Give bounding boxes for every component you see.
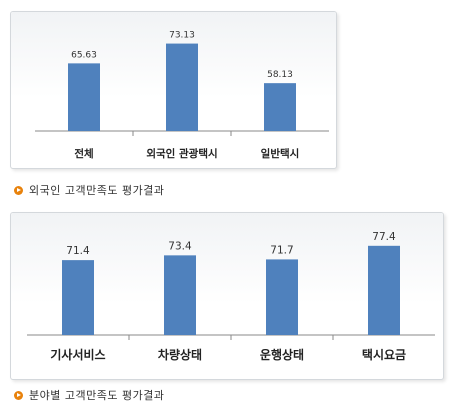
chart-caption-category-satisfaction: 분야별 고객만족도 평가결과	[14, 387, 164, 403]
bar	[164, 255, 196, 335]
orange-arrow-bullet-icon	[14, 390, 23, 400]
chart-panel-category-satisfaction: 71.4 기사서비스 73.4 차량상태 71.7 운행상태 77.4 택시요금	[10, 212, 444, 380]
bar	[266, 259, 298, 335]
chart-caption-foreign-satisfaction: 외국인 고객만족도 평가결과	[14, 182, 164, 198]
orange-arrow-bullet-icon	[14, 185, 23, 195]
category-label: 운행상태	[260, 347, 304, 362]
caption-text: 외국인 고객만족도 평가결과	[29, 184, 165, 197]
bar	[166, 43, 198, 131]
category-label: 일반택시	[261, 147, 300, 160]
bar	[264, 83, 296, 131]
category-label: 외국인 관광택시	[146, 147, 217, 160]
bar	[62, 260, 94, 335]
data-label: 71.7	[270, 244, 293, 256]
category-label: 기사서비스	[50, 347, 105, 362]
data-label: 71.4	[66, 245, 90, 257]
bar	[368, 245, 400, 335]
chart-panel-foreign-satisfaction: 65.63 전체 73.13 외국인 관광택시 58.13 일반택시	[10, 11, 337, 169]
category-label: 전체	[74, 147, 93, 160]
bar	[68, 63, 100, 131]
data-label: 77.4	[372, 231, 396, 243]
category-label: 차량상태	[158, 347, 202, 362]
data-label: 65.63	[71, 50, 97, 60]
category-label: 택시요금	[362, 347, 406, 362]
data-label: 73.4	[168, 240, 192, 252]
bar-chart-foreign-satisfaction: 65.63 전체 73.13 외국인 관광택시 58.13 일반택시	[35, 31, 329, 160]
data-label: 58.13	[267, 70, 293, 80]
data-label: 73.13	[169, 31, 195, 41]
bar-chart-category-satisfaction: 71.4 기사서비스 73.4 차량상태 71.7 운행상태 77.4 택시요금	[27, 231, 435, 362]
caption-text: 분야별 고객만족도 평가결과	[29, 389, 165, 402]
